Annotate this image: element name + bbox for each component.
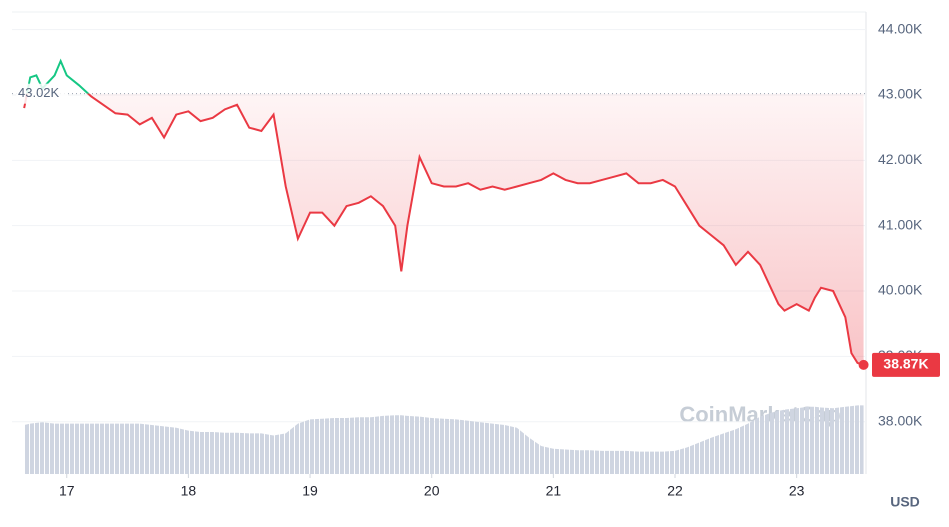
x-tick-label: 21 (546, 483, 562, 499)
y-tick-label: 43.00K (878, 86, 923, 102)
x-tick-label: 20 (424, 483, 440, 499)
x-tick-label: 23 (789, 483, 805, 499)
x-tick-label: 19 (302, 483, 318, 499)
y-tick-label: 44.00K (878, 20, 923, 36)
reference-label: 43.02K (18, 85, 60, 100)
last-price-dot (858, 359, 869, 370)
price-area (24, 93, 864, 365)
y-tick-label: 38.00K (878, 412, 923, 428)
y-tick-label: 42.00K (878, 151, 923, 167)
y-tick-label: 40.00K (878, 282, 923, 298)
last-price-bg (872, 352, 940, 377)
price-line (23, 93, 864, 366)
last-price-label: 38.87K (883, 356, 928, 372)
axis-unit: USD (890, 494, 920, 510)
y-tick-label: 41.00K (878, 216, 923, 232)
reference-label-bg (16, 83, 68, 104)
x-tick-label: 22 (667, 483, 683, 499)
x-tick-label: 17 (59, 483, 75, 499)
volume-area (24, 405, 864, 474)
x-tick-label: 18 (181, 483, 197, 499)
